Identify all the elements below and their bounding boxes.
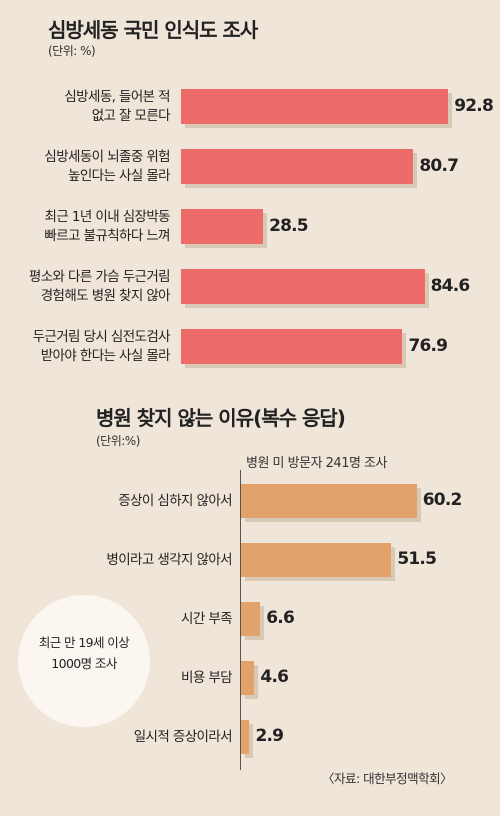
bar: [181, 209, 264, 244]
category-label: 증상이 심하지 않아서: [118, 492, 232, 509]
bar: [181, 329, 403, 364]
chart2-unit-label: (단위:%): [96, 434, 140, 448]
value-label: 92.8: [454, 95, 494, 116]
value-label: 28.5: [269, 215, 309, 236]
chart2-subtitle: 병원 미 방문자 241명 조사: [246, 456, 387, 471]
note-circle: [18, 595, 150, 727]
bar: [241, 602, 261, 636]
category-label: 두근거림 당시 심전도검사 받아야 한다는 사실 몰라: [32, 328, 171, 364]
value-label: 6.6: [266, 608, 295, 628]
bar: [181, 89, 449, 124]
category-label: 병이라고 생각지 않아서: [106, 551, 232, 568]
note-circle-text: 최근 만 19세 이상 1000명 조사: [38, 635, 130, 671]
bar: [181, 149, 414, 184]
bar: [181, 269, 425, 304]
category-label: 비용 부담: [181, 669, 233, 686]
value-label: 80.7: [419, 155, 459, 176]
bar: [241, 720, 250, 754]
bar: [241, 543, 392, 577]
chart2-title: 병원 찾지 않는 이유(복수 응답): [96, 406, 346, 430]
category-label: 일시적 증상이라서: [133, 728, 233, 745]
value-label: 2.9: [255, 726, 284, 746]
category-label: 시간 부족: [181, 610, 233, 627]
value-label: 4.6: [260, 667, 289, 687]
category-label: 평소와 다른 가슴 두근거림 경험해도 병원 찾지 않아: [28, 268, 171, 304]
source-note: 〈자료: 대한부정맥학회〉: [322, 771, 453, 786]
value-label: 51.5: [397, 549, 437, 569]
category-label: 심방세동이 뇌졸중 위험 높인다는 사실 몰라: [44, 148, 170, 184]
value-label: 60.2: [422, 490, 463, 510]
category-label: 심방세동, 들어본 적 없고 잘 모른다: [64, 88, 170, 124]
chart1-title: 심방세동 국민 인식도 조사: [48, 18, 258, 42]
bar: [241, 661, 255, 695]
category-label: 최근 1년 이내 심장박동 빠르고 불규칙하다 느껴: [44, 208, 170, 244]
chart2-axis-line: [240, 470, 241, 770]
bar: [241, 484, 417, 518]
chart1-unit-label: (단위: %): [48, 44, 96, 58]
value-label: 84.6: [430, 275, 471, 296]
value-label: 76.9: [408, 335, 448, 356]
